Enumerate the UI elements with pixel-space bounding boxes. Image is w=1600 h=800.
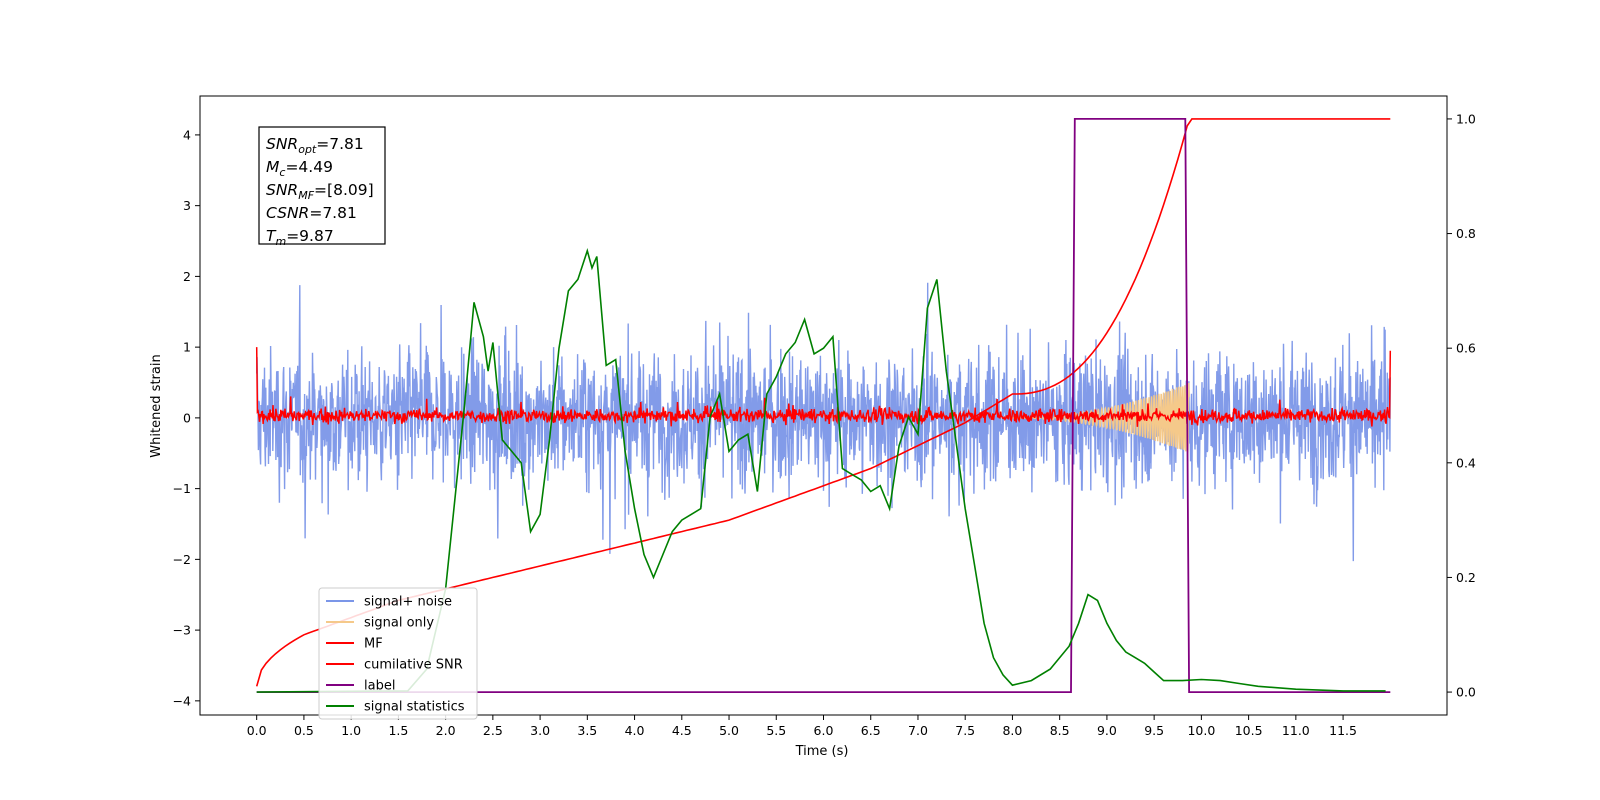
x-axis: 0.0 0.5 1.0 1.5 2.0 2.5 3.0 3.5 4.0 4.5 5.0 5.5 6.0 6… xyxy=(247,715,1357,738)
series-signal-statistics-line xyxy=(256,248,1386,693)
x-tick-label: 3.0 xyxy=(530,723,550,738)
y-axis-right: 1.0 0.8 0.6 0.4 0.2 0.0 xyxy=(1447,111,1476,700)
info-box-line: Tm=9.87 xyxy=(266,227,334,248)
x-tick-label: 9.5 xyxy=(1144,723,1164,738)
y-tick-label: 4 xyxy=(183,127,191,142)
y2-tick-label: 0.4 xyxy=(1456,455,1476,470)
x-tick-label: 9.0 xyxy=(1097,723,1117,738)
y-tick-label: −1 xyxy=(173,481,191,496)
info-box-line: SNRMF=[8.09] xyxy=(266,181,374,202)
info-box-line: SNRopt=7.81 xyxy=(266,135,364,156)
series-mf-line xyxy=(255,347,1392,427)
series-signal-noise-line xyxy=(256,282,1392,562)
y-axis-label: Whitened strain xyxy=(149,354,164,457)
x-tick-label: 3.5 xyxy=(577,723,597,738)
y-tick-label: 0 xyxy=(183,410,191,425)
info-box-line: CSNR=7.81 xyxy=(266,204,357,222)
y2-tick-label: 0.8 xyxy=(1456,226,1476,241)
x-tick-label: 7.5 xyxy=(955,723,975,738)
x-tick-label: 8.5 xyxy=(1050,723,1070,738)
y2-tick-label: 0.2 xyxy=(1456,570,1476,585)
legend-label: label xyxy=(364,679,395,694)
info-box-line: Mc=4.49 xyxy=(266,158,333,179)
x-axis-label: Time (s) xyxy=(795,744,849,759)
legend-frame xyxy=(318,587,478,720)
legend-label: signal+ noise xyxy=(364,595,452,610)
x-tick-label: 1.0 xyxy=(341,723,361,738)
x-tick-label: 5.5 xyxy=(766,723,786,738)
x-tick-label: 5.0 xyxy=(719,723,739,738)
y2-tick-label: 0.6 xyxy=(1456,341,1476,356)
y-tick-label: −4 xyxy=(173,693,191,708)
legend-label: cumilative SNR xyxy=(364,658,463,673)
x-tick-label: 8.0 xyxy=(1002,723,1022,738)
series-signal-only-line xyxy=(1012,382,1190,453)
x-tick-label: 6.5 xyxy=(861,723,881,738)
y2-tick-label: 1.0 xyxy=(1456,111,1476,126)
x-tick-label: 0.5 xyxy=(294,723,314,738)
x-tick-label: 10.5 xyxy=(1235,723,1263,738)
x-tick-label: 4.5 xyxy=(672,723,692,738)
x-tick-label: 0.0 xyxy=(247,723,267,738)
x-tick-label: 2.0 xyxy=(436,723,456,738)
y-tick-label: 1 xyxy=(183,340,191,355)
x-tick-label: 7.0 xyxy=(908,723,928,738)
legend-label: signal statistics xyxy=(364,700,465,715)
x-tick-label: 2.5 xyxy=(483,723,503,738)
x-tick-label: 4.0 xyxy=(625,723,645,738)
info-box-frame xyxy=(258,126,386,245)
y-tick-label: 3 xyxy=(183,198,191,213)
y-tick-label: −2 xyxy=(173,552,191,567)
y2-tick-label: 0.0 xyxy=(1456,685,1476,700)
legend-label: signal only xyxy=(364,616,434,631)
x-tick-label: 6.0 xyxy=(814,723,834,738)
y-tick-label: −3 xyxy=(173,623,191,638)
y-axis-left: 4 3 2 1 0 −1 −2 −3 −4 xyxy=(173,127,200,708)
legend-label: MF xyxy=(364,637,383,652)
x-tick-label: 1.5 xyxy=(388,723,408,738)
legend: signal+ noise signal only MF cumilative SNR… xyxy=(318,587,478,720)
y-tick-label: 2 xyxy=(183,269,191,284)
x-tick-label: 10.0 xyxy=(1187,723,1215,738)
x-tick-label: 11.0 xyxy=(1282,723,1310,738)
x-tick-label: 11.5 xyxy=(1329,723,1357,738)
series-label-line xyxy=(256,118,1391,693)
